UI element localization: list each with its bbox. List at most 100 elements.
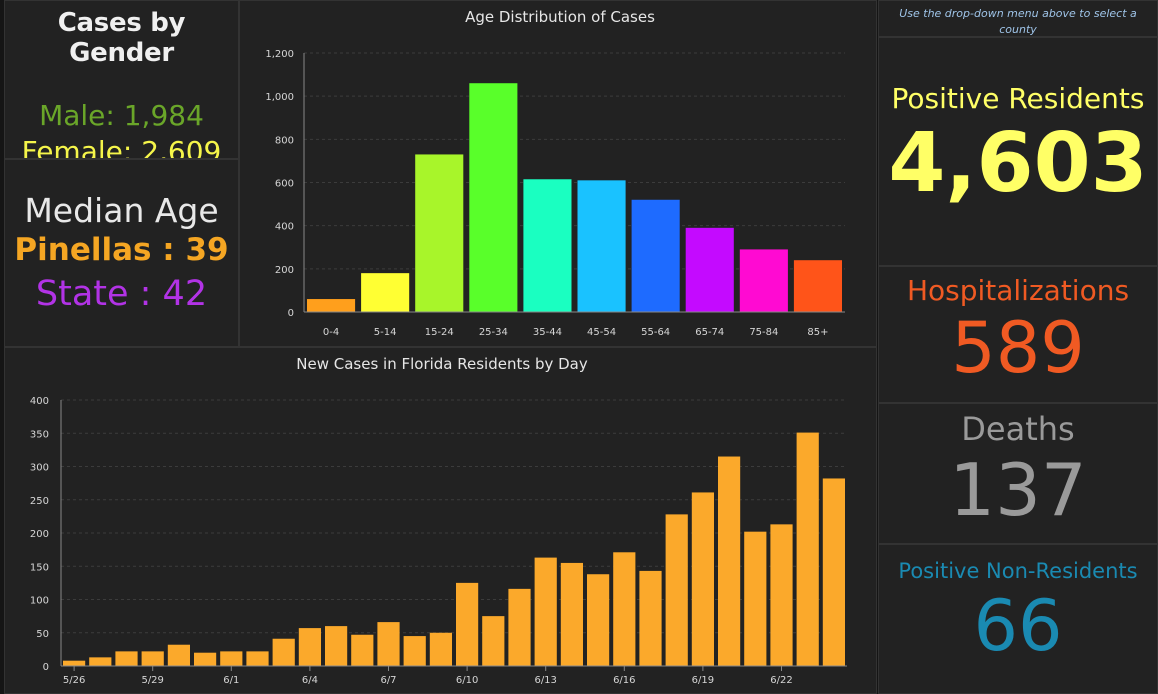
deaths-value: 137	[949, 448, 1087, 532]
age-y-tick: 1,200	[265, 49, 294, 60]
non-residents-panel: Positive Non-Residents 66	[878, 544, 1158, 694]
age-x-tick: 15-24	[425, 327, 454, 338]
daily-bar	[534, 557, 557, 666]
daily-x-tick: 6/1	[223, 675, 239, 686]
age-distribution-chart: Age Distribution of Cases 0 200 400 600 800 1…	[265, 8, 845, 338]
daily-x-tick: 6/22	[770, 675, 792, 686]
age-bar	[523, 179, 572, 312]
age-y-tick: 600	[275, 179, 294, 190]
daily-y-tick: 100	[30, 596, 49, 607]
daily-bar	[822, 478, 845, 666]
daily-y-tick: 350	[30, 429, 49, 440]
gender-panel: Cases by Gender Male: 1,984 Female: 2,60…	[4, 0, 239, 159]
daily-bar	[377, 622, 400, 666]
daily-y-tick: 400	[30, 396, 49, 407]
age-x-tick: 0-4	[323, 327, 339, 338]
daily-bar	[796, 432, 819, 666]
daily-bar	[613, 552, 636, 666]
age-x-tick: 45-54	[587, 327, 616, 338]
age-x-tick: 25-34	[479, 327, 508, 338]
age-bar	[307, 299, 356, 312]
daily-y-tick: 150	[30, 562, 49, 573]
age-bar	[685, 227, 734, 312]
daily-x-tick: 6/10	[456, 675, 478, 686]
deaths-label: Deaths	[961, 410, 1075, 448]
age-y-tick: 800	[275, 135, 294, 146]
daily-bar	[141, 651, 164, 666]
daily-bar	[560, 562, 583, 666]
daily-bar	[403, 636, 426, 666]
county-median-age: Pinellas : 39	[14, 232, 229, 268]
age-y-tick: 400	[275, 222, 294, 233]
daily-bar	[482, 616, 505, 666]
daily-y-tick: 250	[30, 496, 49, 507]
age-x-tick: 65-74	[695, 327, 724, 338]
daily-chart-panel: New Cases in Florida Residents by Day 0 5…	[4, 347, 877, 694]
positive-residents-label: Positive Residents	[891, 82, 1145, 115]
positive-residents-panel: Positive Residents 4,603	[878, 37, 1158, 266]
age-x-tick: 55-64	[641, 327, 670, 338]
county-select-note: Use the drop-down menu above to select a…	[899, 7, 1137, 36]
age-chart-title: Age Distribution of Cases	[465, 8, 655, 26]
daily-bar	[429, 632, 452, 666]
daily-y-tick: 300	[30, 463, 49, 474]
daily-bar	[770, 524, 793, 666]
daily-bar	[587, 574, 610, 666]
daily-bar	[718, 456, 741, 666]
age-bar	[415, 154, 464, 312]
hospitalizations-label: Hospitalizations	[906, 274, 1130, 307]
state-median-age: State : 42	[35, 274, 208, 314]
daily-bar	[167, 644, 190, 666]
age-x-tick: 5-14	[374, 327, 397, 338]
age-x-tick: 35-44	[533, 327, 562, 338]
age-bar	[631, 199, 680, 312]
daily-bar	[508, 588, 531, 666]
daily-bar	[220, 651, 243, 666]
daily-y-tick: 50	[36, 629, 49, 640]
daily-bar	[246, 651, 269, 666]
daily-x-tick: 6/4	[302, 675, 318, 686]
daily-bar	[351, 634, 374, 666]
daily-x-tick: 6/19	[692, 675, 714, 686]
daily-bar	[744, 531, 767, 666]
daily-bar	[194, 652, 217, 666]
daily-bar	[665, 514, 688, 666]
daily-bar	[272, 638, 295, 666]
daily-bar	[639, 570, 662, 666]
daily-bar	[456, 582, 479, 666]
daily-bar	[115, 651, 138, 666]
daily-cases-chart: New Cases in Florida Residents by Day 0 5…	[30, 355, 847, 686]
positive-residents-value: 4,603	[888, 116, 1148, 211]
hospitalizations-panel: Hospitalizations 589	[878, 266, 1158, 403]
daily-x-tick: 5/26	[63, 675, 85, 686]
age-x-tick: 75-84	[749, 327, 778, 338]
age-y-tick: 1,000	[265, 92, 294, 103]
daily-x-tick: 6/13	[534, 675, 556, 686]
daily-bar	[89, 657, 112, 666]
gender-title: Cases by Gender	[57, 8, 186, 68]
median-age-title: Median Age	[24, 191, 219, 230]
daily-bar	[63, 660, 86, 666]
median-age-panel: Median Age Pinellas : 39 State : 42	[4, 159, 239, 347]
daily-chart-title: New Cases in Florida Residents by Day	[296, 355, 588, 373]
age-bar	[361, 273, 410, 312]
daily-y-tick: 0	[43, 662, 49, 673]
daily-bar	[298, 628, 321, 666]
age-bar	[793, 260, 842, 312]
daily-y-tick: 200	[30, 529, 49, 540]
age-bar	[577, 180, 626, 312]
age-chart-panel: Age Distribution of Cases 0 200 400 600 800 1…	[239, 0, 877, 347]
non-residents-label: Positive Non-Residents	[898, 559, 1138, 583]
daily-x-tick: 6/16	[613, 675, 635, 686]
female-count: Female: 2,609	[21, 135, 222, 159]
daily-x-tick: 6/7	[380, 675, 396, 686]
note-panel: Use the drop-down menu above to select a…	[878, 0, 1158, 37]
age-y-tick: 200	[275, 265, 294, 276]
daily-bar	[691, 492, 714, 666]
age-bar	[469, 83, 518, 312]
age-bar	[739, 249, 788, 312]
age-x-tick: 85+	[807, 327, 828, 338]
deaths-panel: Deaths 137	[878, 403, 1158, 544]
daily-x-tick: 5/29	[141, 675, 163, 686]
hospitalizations-value: 589	[951, 307, 1085, 389]
